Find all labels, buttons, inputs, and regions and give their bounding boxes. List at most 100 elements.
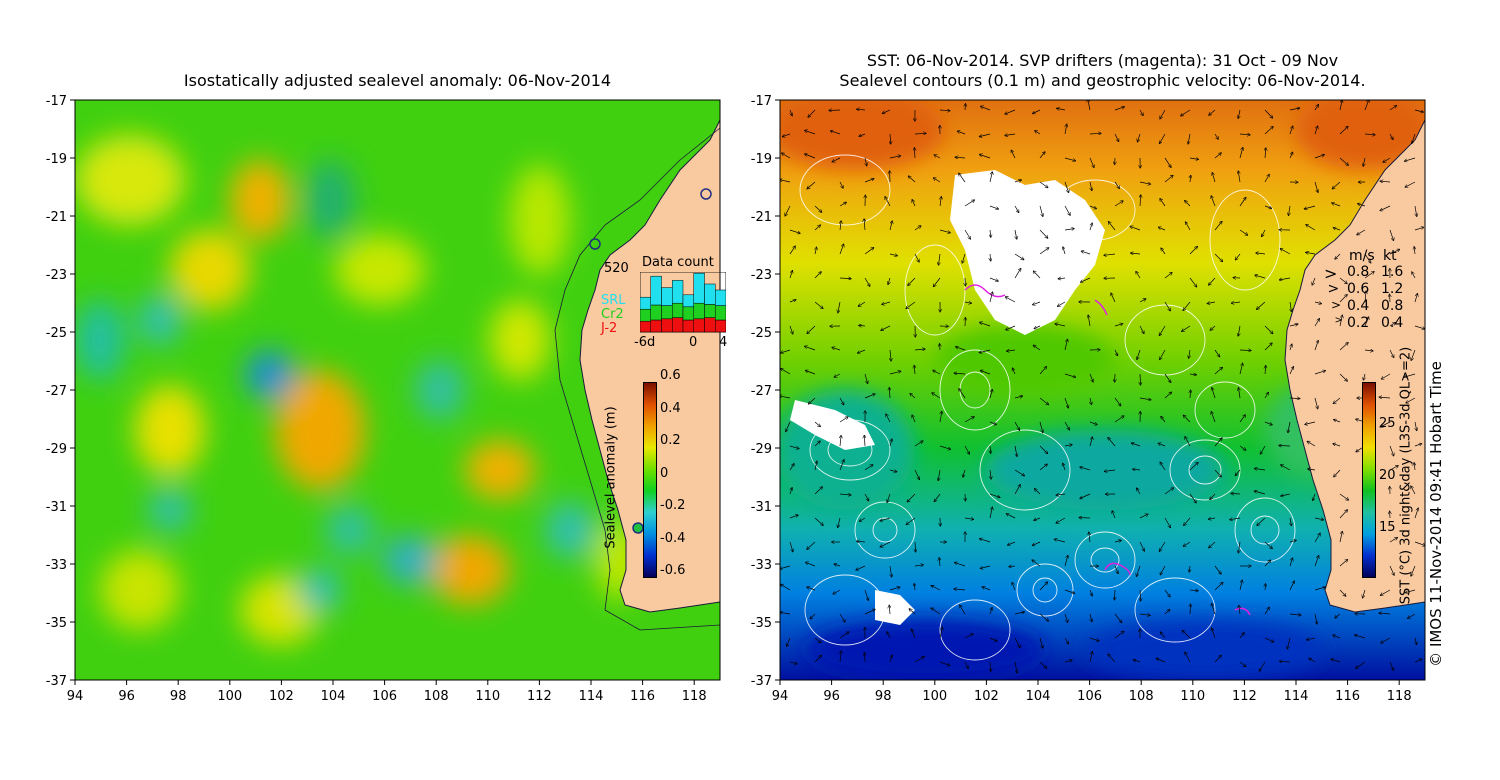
- velocity-arrow: [1309, 658, 1316, 663]
- velocity-arrow: [1314, 302, 1321, 304]
- velocity-arrow: [1380, 421, 1391, 427]
- velocity-arrow: [962, 253, 966, 263]
- velocity-arrow: [989, 421, 996, 425]
- velocity-arrow: [886, 414, 891, 423]
- velocity-arrow: [906, 517, 916, 525]
- velocity-arrow: [956, 347, 966, 351]
- velocity-arrow: [864, 493, 869, 501]
- velocity-arrow: [1140, 195, 1141, 207]
- velocity-arrow: [1214, 222, 1222, 231]
- velocity-arrow: [1414, 227, 1424, 231]
- velocity-arrow: [1335, 253, 1341, 259]
- velocity-arrow: [1039, 205, 1043, 216]
- velocity-arrow: [1132, 443, 1141, 447]
- velocity-arrow: [1057, 108, 1066, 110]
- velocity-arrow: [1139, 541, 1144, 551]
- velocity-arrow: [1011, 150, 1016, 159]
- velocity-arrow: [931, 608, 941, 615]
- velocity-arrow: [1182, 325, 1191, 331]
- velocity-arrow: [1089, 205, 1096, 209]
- velocity-arrow: [1264, 607, 1269, 615]
- y-tick-label: -19: [46, 152, 67, 167]
- velocity-arrow: [1383, 157, 1391, 162]
- colorbar-tick-label: 25: [1379, 416, 1396, 431]
- velocity-arrow: [782, 153, 791, 159]
- velocity-arrow: [838, 517, 841, 527]
- velocity-arrow: [931, 586, 941, 591]
- velocity-arrow: [814, 637, 821, 643]
- velocity-arrow: [1379, 613, 1391, 614]
- velocity-arrow: [1185, 652, 1191, 663]
- velocity-arrow: [914, 469, 919, 479]
- velocity-arrow: [1164, 488, 1173, 495]
- velocity-arrow: [964, 518, 973, 519]
- velocity-arrow: [965, 104, 966, 111]
- velocity-arrow: [1006, 297, 1016, 303]
- velocity-arrow: [1039, 637, 1043, 648]
- velocity-arrow: [814, 487, 822, 495]
- y-tick-label: -19: [751, 152, 772, 167]
- velocity-arrow: [1265, 584, 1266, 591]
- velocity-arrow: [805, 130, 816, 135]
- velocity-arrow: [1156, 659, 1166, 663]
- velocity-arrow: [1032, 541, 1041, 545]
- velocity-arrow: [963, 469, 966, 477]
- velocity-arrow: [1314, 341, 1318, 351]
- velocity-arrow: [980, 322, 991, 327]
- velocity-arrow: [1160, 565, 1166, 575]
- velocity-arrow: [1014, 485, 1020, 495]
- velocity-arrow: [882, 301, 891, 304]
- velocity-arrow: [1214, 368, 1222, 375]
- data-count-bar-segment: [650, 275, 662, 306]
- velocity-arrow: [912, 415, 916, 423]
- velocity-arrow: [1314, 371, 1325, 375]
- velocity-arrow: [864, 589, 868, 600]
- x-tick-label: 114: [1284, 689, 1309, 704]
- velocity-arrow: [889, 605, 890, 615]
- velocity-arrow: [1005, 109, 1016, 114]
- velocity-arrow: [1287, 637, 1291, 649]
- velocity-arrow: [1264, 393, 1268, 399]
- velocity-arrow: [1189, 277, 1197, 287]
- y-tick-label: -23: [751, 268, 772, 283]
- velocity-arrow: [789, 325, 793, 334]
- velocity-arrow: [1214, 583, 1223, 591]
- velocity-arrow: [989, 637, 997, 641]
- data-count-bar-segment: [640, 320, 651, 333]
- velocity-arrow: [1189, 493, 1196, 503]
- velocity-arrow: [859, 325, 866, 326]
- velocity-arrow: [1139, 299, 1146, 303]
- velocity-arrow: [1239, 633, 1244, 639]
- velocity-arrow: [1189, 463, 1198, 471]
- velocity-arrow: [1064, 373, 1076, 377]
- velocity-arrow: [1006, 514, 1016, 519]
- x-tick-label: 100: [922, 689, 947, 704]
- velocity-arrow: [1238, 109, 1240, 118]
- velocity-arrow: [1339, 532, 1342, 543]
- velocity-arrow: [839, 613, 845, 622]
- velocity-arrow: [1114, 181, 1119, 188]
- velocity-arrow: [1160, 462, 1166, 471]
- velocity-arrow: [1013, 368, 1016, 375]
- colorbar-tick-label: 0: [660, 465, 669, 481]
- velocity-arrow: [860, 517, 866, 521]
- velocity-arrow: [1111, 293, 1116, 303]
- velocity-arrow: [939, 627, 942, 639]
- velocity-arrow: [805, 346, 816, 351]
- velocity-arrow: [1307, 441, 1316, 447]
- colorbar-tick-label: 0.6: [660, 368, 681, 383]
- velocity-arrow: [1185, 201, 1191, 207]
- speed-legend-arrow: >: [1324, 264, 1338, 283]
- velocity-arrow: [1264, 421, 1272, 425]
- velocity-arrow: [1365, 291, 1366, 303]
- velocity-arrow: [834, 564, 841, 566]
- velocity-arrow: [1382, 373, 1391, 379]
- colorbar-tick-label: 0.4: [660, 400, 681, 416]
- velocity-arrow: [780, 565, 791, 569]
- velocity-arrow: [789, 662, 797, 664]
- velocity-arrow: [989, 205, 998, 209]
- velocity-arrow: [840, 221, 841, 231]
- velocity-arrow: [1212, 628, 1216, 639]
- velocity-arrow: [934, 178, 941, 183]
- velocity-arrow: [839, 417, 848, 423]
